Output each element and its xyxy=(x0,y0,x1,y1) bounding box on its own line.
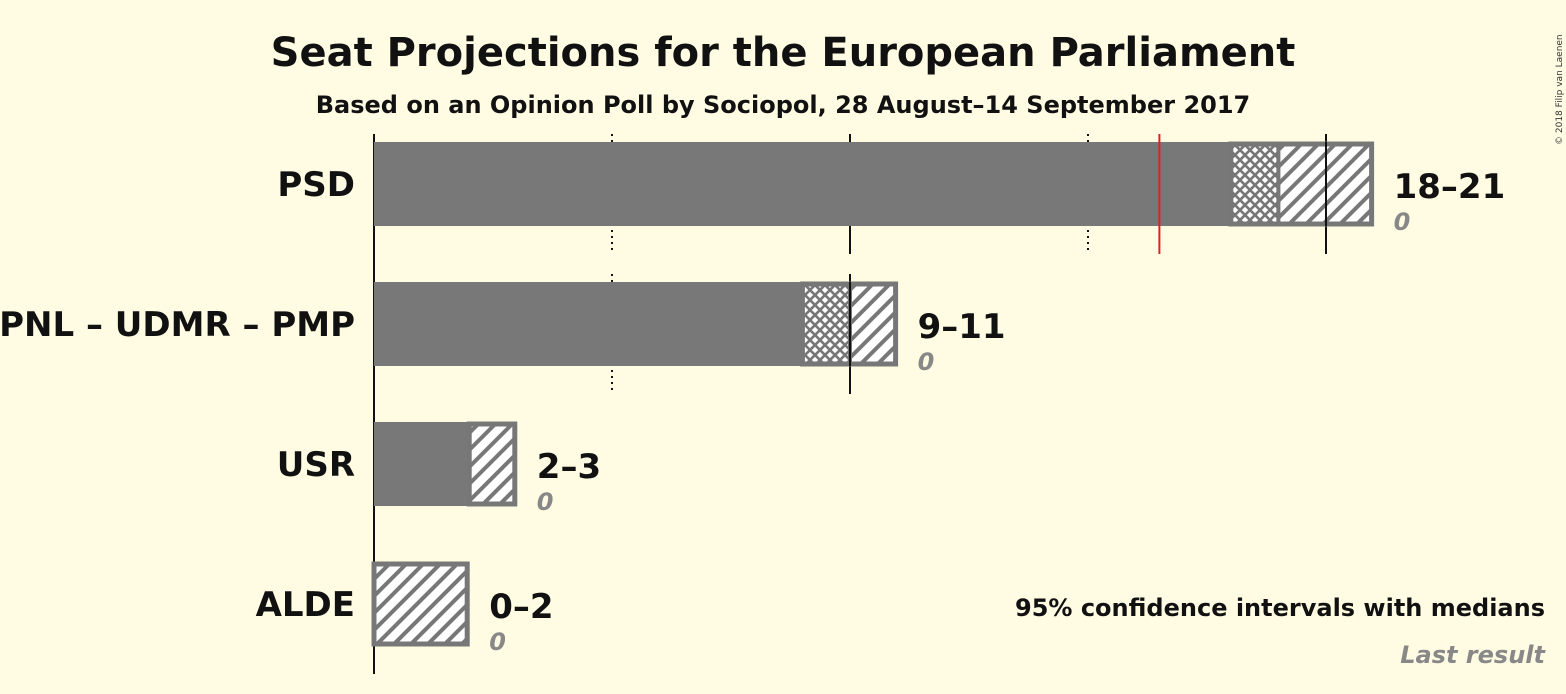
chart-subtitle: Based on an Opinion Poll by Sociopol, 28… xyxy=(316,91,1251,119)
last-result-label: 0 xyxy=(1394,208,1411,236)
party-label: ALDE xyxy=(256,585,355,625)
legend-confidence-text: 95% confidence intervals with medians xyxy=(1015,594,1545,622)
bar-ci-upper xyxy=(374,562,470,646)
copyright-text: © 2018 Filip van Laenen xyxy=(1555,34,1565,145)
range-label: 2–3 xyxy=(537,447,601,487)
bar-ci-lower xyxy=(802,282,850,366)
party-label: PSD xyxy=(277,165,355,205)
party-row: PSD 18–210 xyxy=(277,141,1506,236)
bar-ci-outline xyxy=(1228,141,1375,227)
bar-ci-upper xyxy=(850,282,898,366)
bar-ci-outline xyxy=(466,421,518,507)
chart-title: Seat Projections for the European Parlia… xyxy=(271,30,1296,76)
party-row: ALDE 0–20 xyxy=(256,561,554,656)
party-label: PNL – UDMR – PMP xyxy=(0,305,355,345)
range-label: 0–2 xyxy=(489,587,553,627)
party-label: USR xyxy=(277,445,355,485)
bar-ci-upper xyxy=(469,422,517,506)
bar-solid xyxy=(374,142,1231,226)
bar-ci-outline xyxy=(371,561,470,647)
bar-ci-lower xyxy=(1230,142,1279,226)
last-result-label: 0 xyxy=(537,488,554,516)
legend-last-result-text: Last result xyxy=(1400,641,1546,669)
last-result-label: 0 xyxy=(489,628,506,656)
range-label: 9–11 xyxy=(918,307,1006,347)
bar-solid xyxy=(374,282,803,366)
last-result-label: 0 xyxy=(918,348,935,376)
range-label: 18–21 xyxy=(1394,167,1506,207)
party-row: PNL – UDMR – PMP 9–110 xyxy=(0,281,1006,376)
bar-solid xyxy=(374,422,470,506)
party-row: USR 2–30 xyxy=(277,421,601,516)
